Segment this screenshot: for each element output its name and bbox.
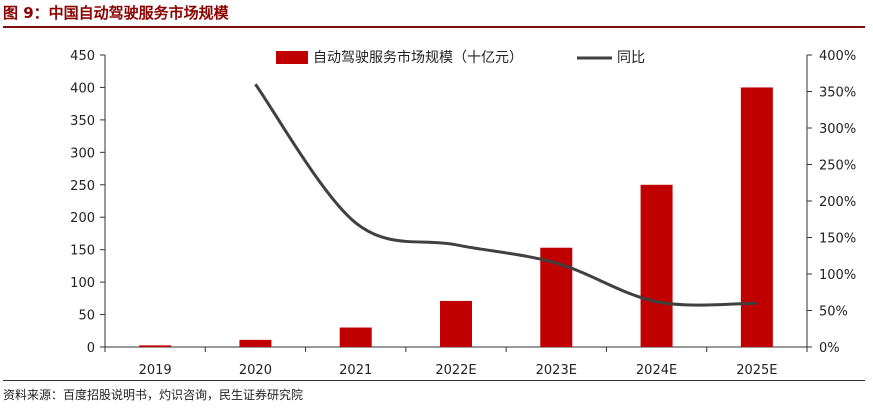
x-tick-label: 2023E	[536, 363, 577, 378]
figure-title: 图 9：中国自动驾驶服务市场规模	[3, 4, 229, 22]
legend-line-label: 同比	[617, 50, 645, 66]
bar	[640, 184, 673, 347]
y-left-tick-label: 350	[70, 114, 95, 129]
bar	[440, 300, 472, 347]
y-right-tick-label: 0%	[819, 341, 840, 356]
y-left-tick-label: 100	[70, 276, 95, 291]
x-tick-label: 2021	[339, 363, 372, 378]
source-note: 资料来源：百度招股说明书，灼识咨询，民生证券研究院	[3, 388, 304, 402]
y-left-tick-label: 400	[70, 81, 95, 96]
y-right-tick-label: 150%	[819, 232, 856, 247]
y-left-tick-label: 300	[70, 146, 95, 161]
y-left-tick-label: 450	[70, 49, 95, 64]
source-rule	[3, 380, 865, 381]
bar	[339, 327, 372, 347]
y-left-tick-label: 150	[70, 244, 95, 259]
y-left-tick-label: 0	[87, 341, 95, 356]
y-left-tick-label: 250	[70, 179, 95, 194]
y-right-tick-label: 200%	[819, 195, 856, 210]
x-tick-label: 2025E	[736, 363, 777, 378]
legend-bar-swatch	[276, 51, 308, 64]
y-left-tick-label: 200	[70, 211, 95, 226]
x-tick-label: 2019	[139, 363, 172, 378]
bar	[740, 87, 773, 347]
x-tick-label: 2022E	[435, 363, 476, 378]
title-rule	[3, 26, 865, 28]
bar	[239, 339, 272, 347]
yoy-line	[254, 83, 757, 307]
y-right-tick-label: 350%	[819, 86, 856, 101]
y-right-tick-label: 100%	[819, 268, 856, 283]
y-right-tick-label: 400%	[819, 49, 856, 64]
y-right-tick-label: 250%	[819, 159, 856, 174]
y-left-tick-label: 50	[78, 309, 95, 324]
y-right-tick-label: 50%	[819, 305, 848, 320]
x-tick-label: 2024E	[636, 363, 677, 378]
bar	[139, 345, 172, 347]
x-tick-label: 2020	[239, 363, 272, 378]
legend-bar-label: 自动驾驶服务市场规模（十亿元）	[313, 49, 523, 66]
y-right-tick-label: 300%	[819, 122, 856, 137]
